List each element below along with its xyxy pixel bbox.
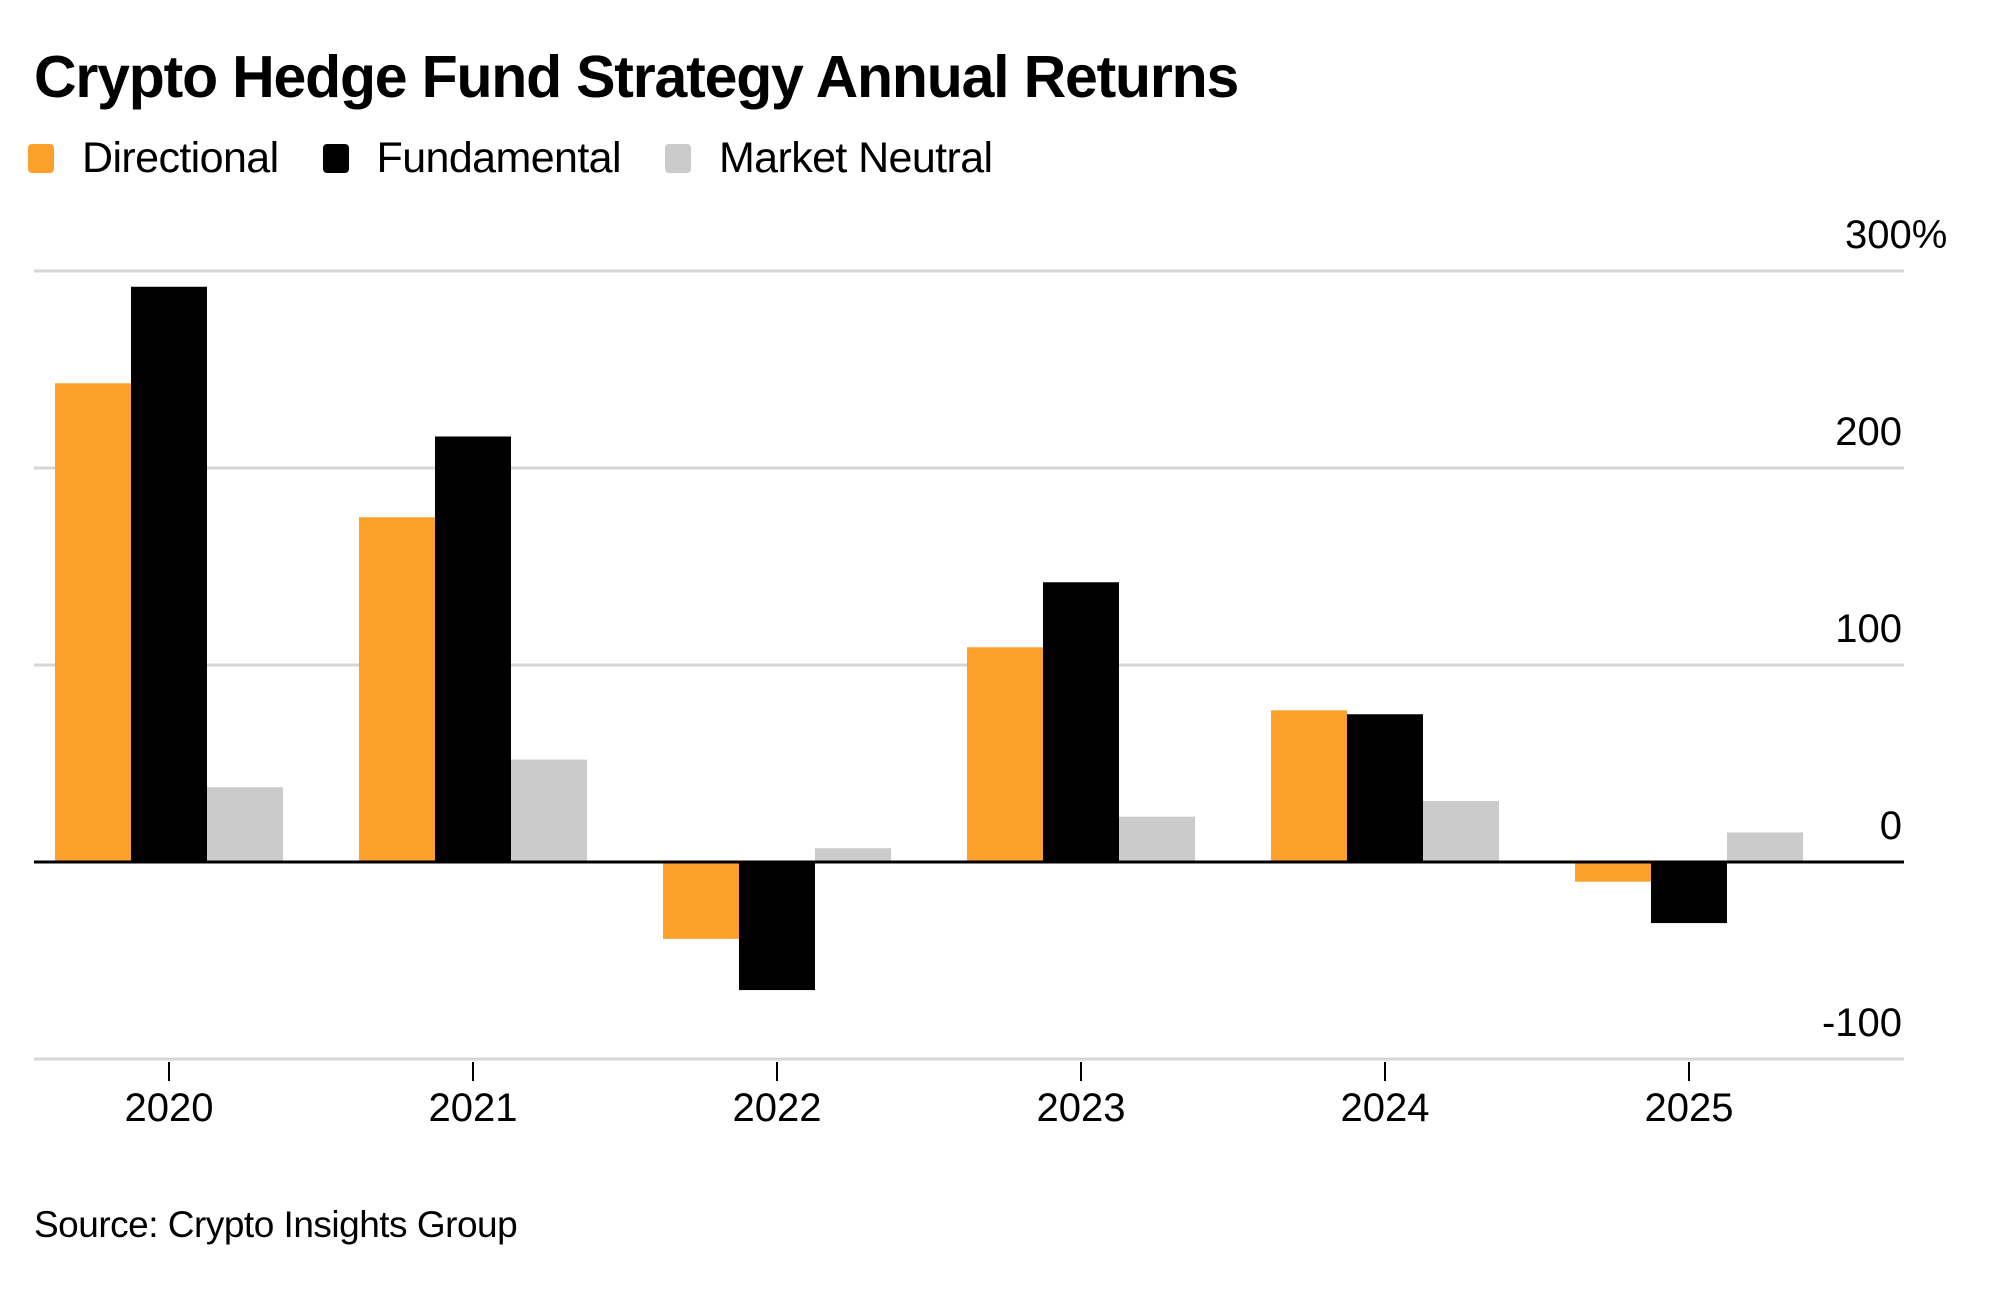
bar-directional-2020 bbox=[55, 383, 131, 862]
legend: Directional Fundamental Market Neutral bbox=[28, 132, 1037, 184]
y-axis-labels: 300% 200 100 0 -100 bbox=[1822, 213, 1947, 1045]
bar-fundamental-2023 bbox=[1043, 582, 1119, 862]
x-tick-label: 2025 bbox=[1645, 1086, 1734, 1130]
bar-market-neutral-2022 bbox=[815, 848, 891, 862]
y-tick-label: 300% bbox=[1845, 213, 1947, 257]
chart-title: Crypto Hedge Fund Strategy Annual Return… bbox=[34, 44, 1239, 110]
bar-directional-2022 bbox=[663, 862, 739, 939]
bar-directional-2024 bbox=[1271, 710, 1347, 862]
legend-item-fundamental: Fundamental bbox=[322, 132, 622, 184]
y-tick-label: 100 bbox=[1835, 607, 1902, 651]
legend-label-directional: Directional bbox=[82, 134, 279, 182]
legend-item-market-neutral: Market Neutral bbox=[664, 132, 993, 184]
bar-market-neutral-2020 bbox=[207, 787, 283, 862]
y-tick-label: 200 bbox=[1835, 410, 1902, 454]
bar-directional-2021 bbox=[359, 517, 435, 862]
bars bbox=[55, 286, 1803, 991]
bar-directional-2025 bbox=[1575, 862, 1651, 882]
legend-label-market-neutral: Market Neutral bbox=[718, 134, 993, 182]
x-tick-label: 2023 bbox=[1037, 1086, 1126, 1130]
source-note: Source: Crypto Insights Group bbox=[34, 1204, 518, 1245]
bar-market-neutral-2025 bbox=[1727, 832, 1803, 862]
y-tick-label: 0 bbox=[1880, 804, 1902, 848]
bar-market-neutral-2024 bbox=[1423, 800, 1499, 862]
bar-fundamental-2021 bbox=[435, 436, 511, 862]
x-tick-label: 2022 bbox=[733, 1086, 822, 1130]
x-tick-label: 2020 bbox=[125, 1086, 214, 1130]
y-tick-label: -100 bbox=[1822, 1001, 1902, 1045]
legend-swatch-fundamental bbox=[322, 143, 349, 173]
x-tick-label: 2021 bbox=[429, 1086, 518, 1130]
legend-label-fundamental: Fundamental bbox=[376, 134, 622, 182]
bar-fundamental-2020 bbox=[131, 286, 207, 862]
bar-market-neutral-2023 bbox=[1119, 816, 1195, 862]
legend-item-directional: Directional bbox=[28, 132, 279, 184]
bar-fundamental-2022 bbox=[739, 862, 815, 991]
legend-swatch-market-neutral bbox=[664, 143, 691, 173]
x-tick-label: 2024 bbox=[1341, 1086, 1430, 1130]
x-axis: 2020 2021 2022 2023 2024 2025 bbox=[125, 1062, 1734, 1130]
legend-swatch-directional bbox=[28, 143, 54, 173]
bar-market-neutral-2021 bbox=[511, 759, 587, 862]
bar-fundamental-2025 bbox=[1651, 862, 1727, 924]
bar-fundamental-2024 bbox=[1347, 714, 1423, 862]
bar-directional-2023 bbox=[967, 647, 1043, 862]
